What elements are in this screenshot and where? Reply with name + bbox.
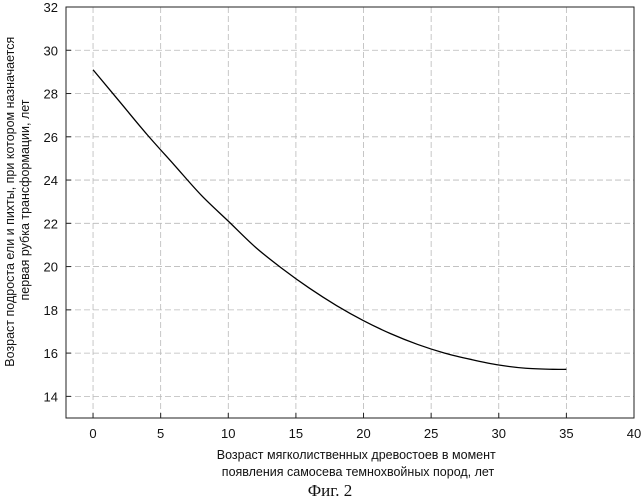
x-tick-label: 30 [492,426,506,441]
y-tick-label: 20 [44,260,58,275]
x-tick-label: 20 [356,426,370,441]
plot-frame [66,7,634,418]
y-tick-label: 16 [44,346,58,361]
x-tick-label: 0 [89,426,96,441]
y-tick-label: 14 [44,389,58,404]
y-tick-label: 30 [44,43,58,58]
axis-ticks: 0 5 10 15 20 25 30 35 40 14 16 18 20 22 24 26 28 30 32 [44,0,642,441]
figure-caption: Фиг. 2 [308,481,353,500]
x-tick-label: 15 [289,426,303,441]
x-tick-label: 40 [627,426,641,441]
series-line [93,70,566,370]
x-axis-label: Возраст мягколиственных древостоев в мом… [217,448,499,479]
y-tick-label: 28 [44,87,58,102]
x-tick-label: 5 [157,426,164,441]
y-tick-label: 32 [44,0,58,15]
y-tick-label: 24 [44,173,58,188]
x-tick-label: 25 [424,426,438,441]
y-axis-label: Возраст подроста ели и пихты, при которо… [3,33,32,366]
grid-lines [66,7,634,418]
y-tick-label: 22 [44,216,58,231]
x-tick-label: 10 [221,426,235,441]
y-tick-label: 18 [44,303,58,318]
y-tick-label: 26 [44,130,58,145]
x-tick-label: 35 [559,426,573,441]
